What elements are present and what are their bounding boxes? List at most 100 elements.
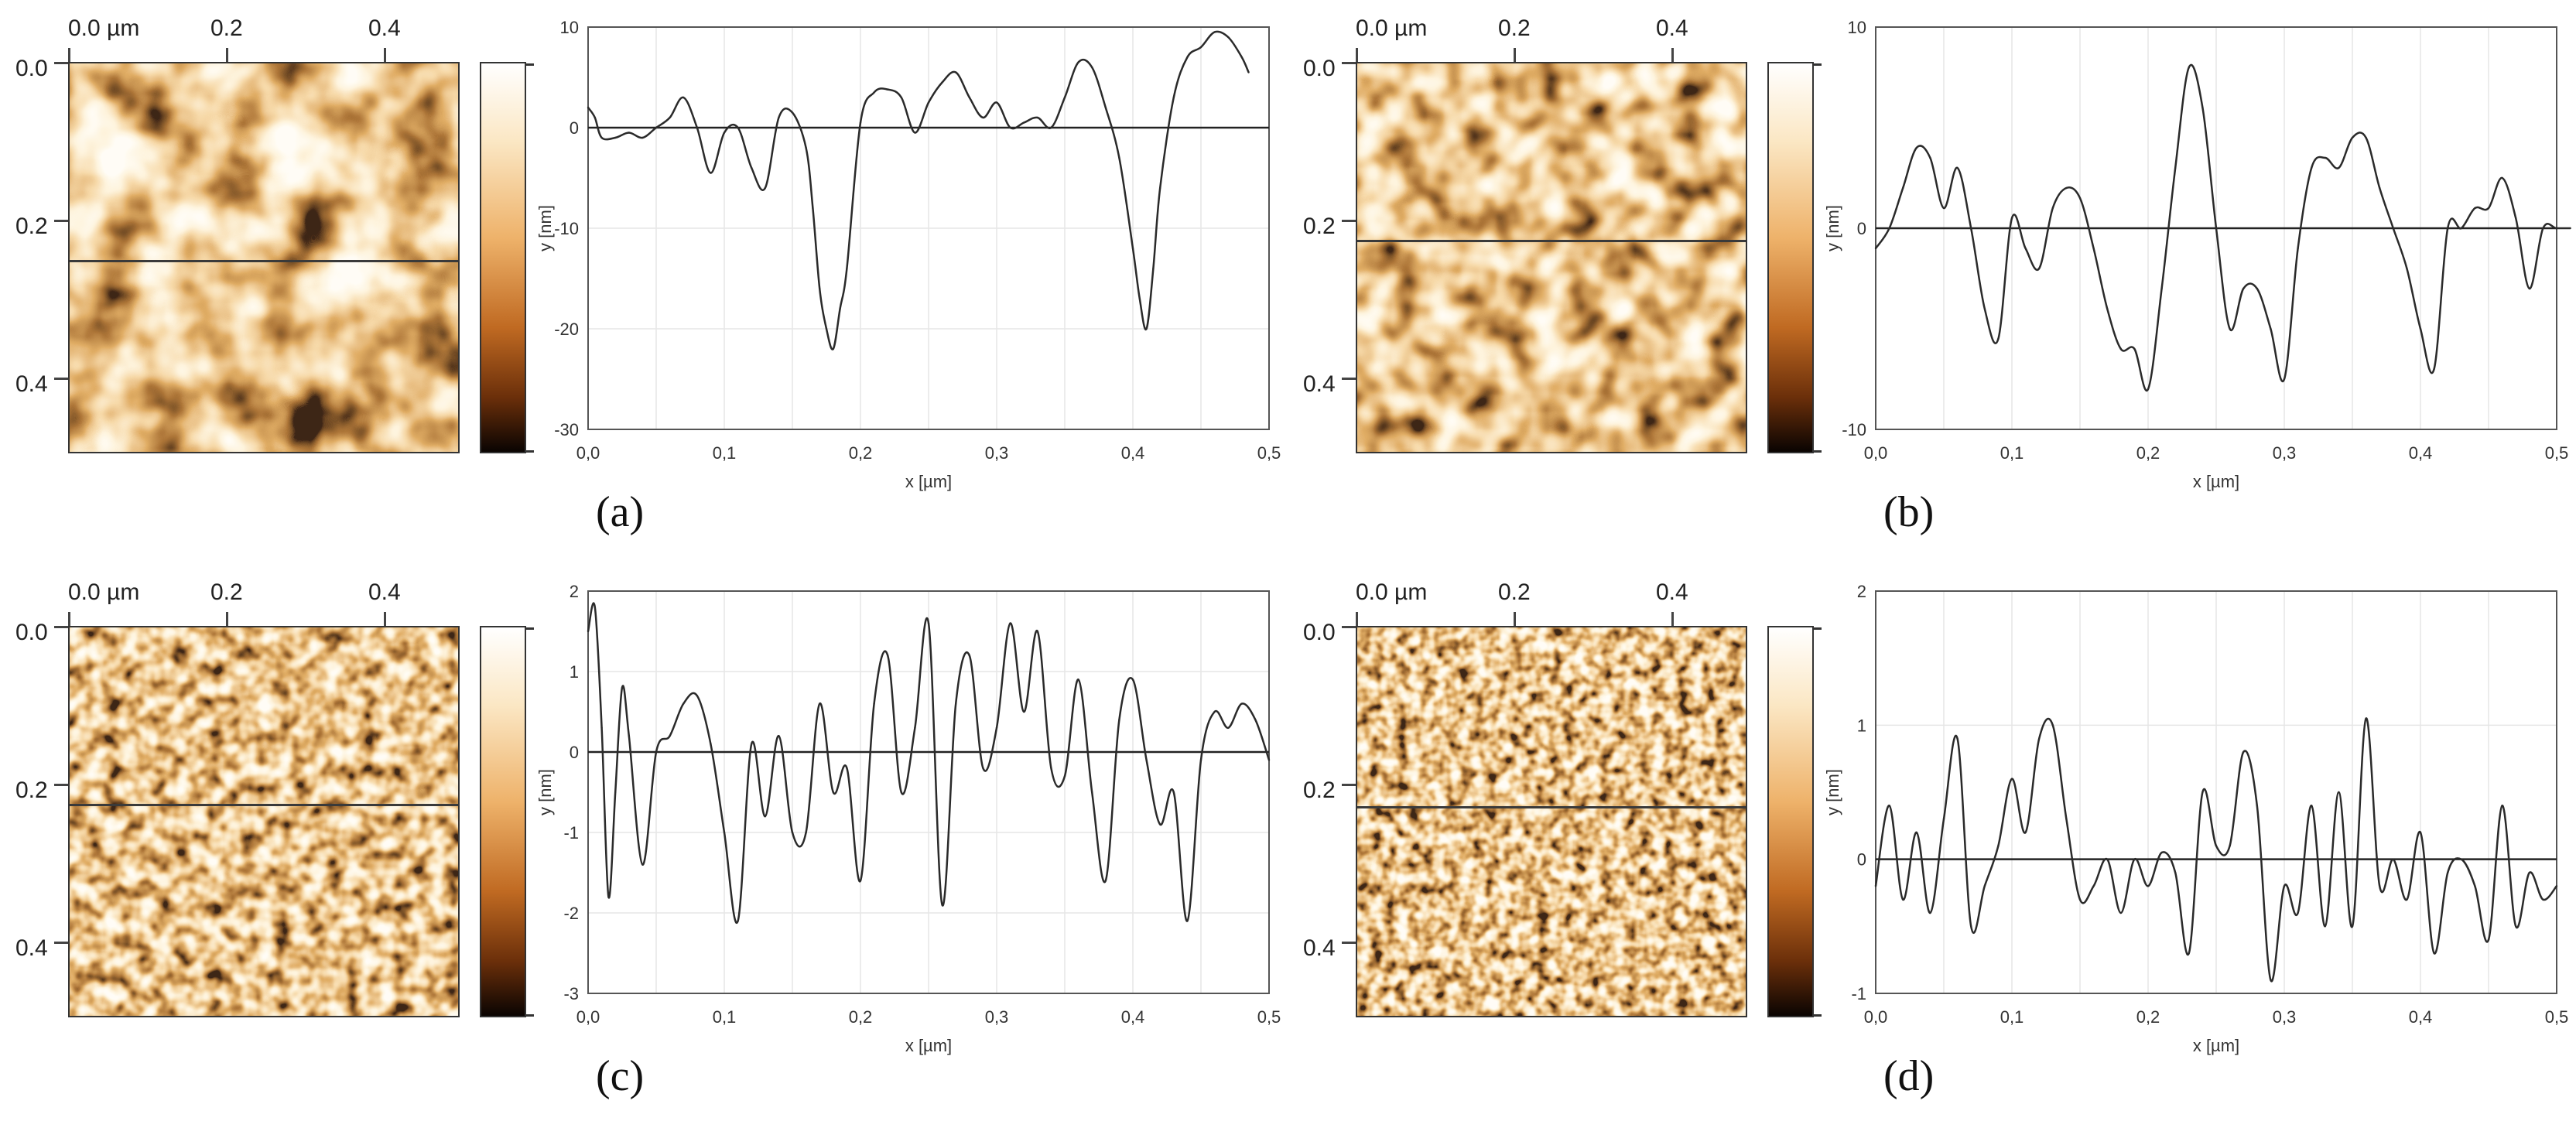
scan-line-b: [1357, 240, 1746, 243]
profile-point: [2270, 327, 2272, 330]
afm-left-tick-label: 0.4: [1303, 371, 1336, 397]
afm-top-tick-label: 0.4: [1656, 579, 1688, 605]
afm-top-tick: [226, 48, 228, 62]
profile-point: [2338, 166, 2340, 169]
profile-point: [1997, 845, 2000, 847]
profile-point: [1874, 885, 1877, 887]
profile-point: [1159, 823, 1161, 825]
profile-point: [941, 904, 943, 906]
profile-point: [778, 735, 780, 737]
profile-point: [751, 166, 753, 169]
profile-point: [1172, 96, 1175, 99]
afm-top-tick: [1671, 48, 1674, 62]
afm-topography: [1357, 63, 1746, 452]
afm-left-tick-label: 0.2: [15, 778, 48, 803]
profile-point: [832, 347, 834, 350]
profile-point: [1138, 297, 1141, 300]
afm-left-tick: [54, 626, 68, 628]
profile-point: [2010, 217, 2013, 220]
profile-plot-c: 0,0 0,1 0,2 0,3 0,4 0,5 2 1 0 -1 -2 -3 x [µm] y [nm]: [535, 582, 1281, 1055]
y-tick-label: 0: [570, 118, 579, 138]
y-tick-label: 1: [570, 662, 579, 682]
profile-point: [621, 686, 624, 689]
y-tick-label: 10: [1848, 18, 1866, 37]
profile-plot-d: 0,0 0,1 0,2 0,3 0,4 0,5 2 1 0 -1 x [µm] y [nm]: [1823, 582, 2569, 1055]
profile-point: [1023, 121, 1025, 124]
profile-point: [2324, 156, 2326, 159]
x-tick-label: 0,4: [2409, 1007, 2433, 1027]
profile-point: [2038, 267, 2041, 270]
afm-left-tick-label: 0.0: [1303, 56, 1336, 81]
profile-point: [2324, 925, 2326, 928]
afm-image-d: [1356, 626, 1747, 1017]
profile-point: [2283, 885, 2286, 887]
x-tick-label: 0,1: [2000, 1007, 2024, 1027]
profile-point: [2392, 227, 2394, 230]
profile-point: [2555, 885, 2558, 887]
profile-point: [2447, 871, 2449, 874]
profile-point: [2242, 287, 2245, 290]
profile-point: [2147, 388, 2150, 391]
profile-point: [1159, 186, 1161, 190]
profile-point: [2065, 818, 2068, 820]
profile-point: [1956, 737, 1959, 740]
profile-point: [1929, 911, 1931, 914]
x-tick-label: 0,3: [2273, 443, 2297, 463]
profile-point: [587, 106, 590, 109]
profile-point: [1915, 831, 1917, 834]
x-tick-label: 0,0: [576, 1007, 600, 1027]
profile-point: [1050, 126, 1052, 129]
profile-point: [1023, 710, 1025, 713]
profile-point: [825, 327, 828, 330]
profile-point: [1254, 719, 1257, 721]
profile-point: [1036, 630, 1038, 633]
afm-top-tick: [68, 48, 70, 62]
profile-point: [594, 116, 596, 119]
afm-image-c: [68, 626, 460, 1017]
profile-point: [1091, 791, 1093, 794]
panel-a: 0.0 µm 0.2 0.4 0.0 0.2 0.4 0,0 0,1 0,2 0,3 0,4 0,5 1…: [0, 0, 1288, 564]
profile-point: [1227, 36, 1230, 39]
afm-left-tick: [54, 942, 68, 944]
profile-point: [2038, 737, 2041, 740]
x-tick-label: 0,2: [2136, 1007, 2160, 1027]
x-tick-label: 0,0: [1864, 1007, 1888, 1027]
y-axis-label: y [nm]: [1823, 205, 1842, 251]
profile-point: [600, 136, 603, 139]
profile-point: [812, 207, 814, 210]
panel-label-d: (d): [1883, 1052, 1935, 1100]
profile-point: [669, 735, 671, 737]
colorbar-a: [480, 62, 526, 453]
profile-point: [873, 702, 875, 705]
profile-point: [982, 116, 984, 119]
afm-top-tick: [1356, 612, 1358, 626]
afm-topography: [70, 627, 458, 1016]
profile-point: [1091, 66, 1093, 69]
x-tick-label: 0,2: [2136, 443, 2160, 463]
profile-point: [914, 132, 916, 134]
afm-top-tick: [1514, 48, 1516, 62]
profile-point: [2351, 925, 2354, 928]
profile-point: [1009, 126, 1011, 129]
profile-point: [2078, 197, 2082, 200]
x-axis-label: x [µm]: [2193, 1036, 2239, 1055]
profile-point: [839, 307, 841, 310]
y-tick-label: 2: [1857, 582, 1866, 601]
y-axis-label: y [nm]: [1823, 769, 1842, 815]
profile-point: [1983, 307, 1986, 310]
profile-point: [927, 622, 930, 624]
profile-point: [607, 896, 610, 898]
afm-left-tick: [1342, 378, 1356, 380]
afm-top-tick-label: 0.2: [210, 579, 243, 605]
profile-point: [2406, 267, 2408, 270]
colorbar-tick: [1814, 1014, 1822, 1017]
profile-point: [737, 920, 739, 922]
x-tick-label: 0,5: [2545, 1007, 2569, 1027]
x-tick-label: 0,0: [1864, 443, 1888, 463]
profile-point: [900, 791, 902, 794]
panel-label-c: (c): [596, 1052, 645, 1100]
profile-point: [1145, 759, 1148, 761]
colorbar-b: [1767, 62, 1814, 453]
afm-left-tick-label: 0.4: [15, 371, 48, 397]
profile-line: [587, 30, 1250, 350]
